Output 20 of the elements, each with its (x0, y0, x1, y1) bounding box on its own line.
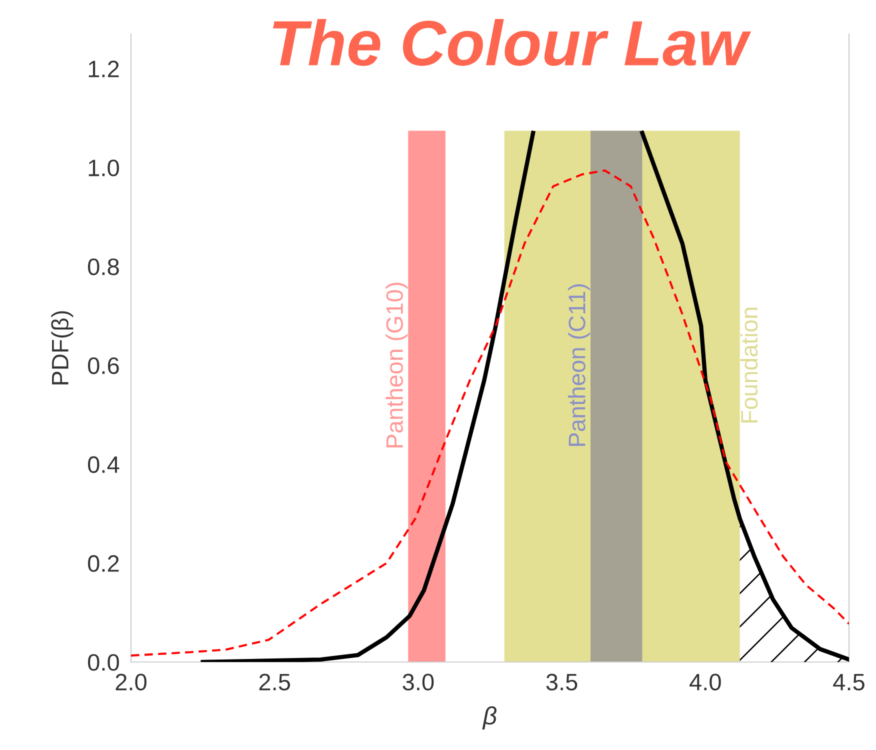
line-series (131, 169, 849, 657)
chart-title: The Colour Law (273, 18, 752, 66)
band-label: Pantheon (C11) (568, 284, 590, 446)
band-label: Foundation (740, 308, 758, 422)
x-tick-label: 2.5 (259, 674, 290, 690)
x-tick-label: 4.0 (690, 674, 721, 690)
y-tick-label: 0.6 (88, 357, 119, 374)
y-tick-label: 1.0 (88, 160, 119, 176)
y-axis-title: PDF(β) (51, 311, 74, 384)
y-tick-label: 0.2 (88, 555, 119, 572)
y-tick-label: 0.0 (88, 654, 119, 671)
y-tick-label: 0.4 (88, 456, 120, 473)
y-tick-label: 1.2 (88, 60, 119, 78)
x-tick-label: 4.5 (833, 674, 864, 690)
x-tick-label: 3.5 (546, 674, 578, 690)
x-axis-title: β (482, 706, 497, 730)
x-tick-label: 2.0 (116, 674, 146, 690)
y-tick-label: 0.8 (88, 258, 119, 276)
band-label: Pantheon (G10) (386, 282, 408, 448)
x-tick-label: 3.0 (402, 674, 434, 690)
